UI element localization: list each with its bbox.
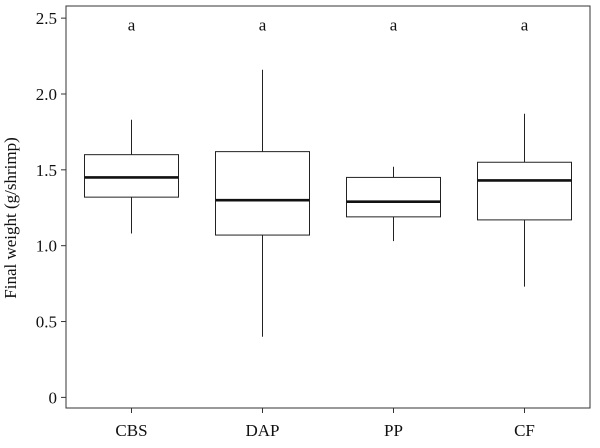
y-axis-title: Final weight (g/shrimp): [1, 137, 20, 298]
plot-frame: [65, 5, 591, 409]
significance-label: a: [390, 15, 398, 34]
x-tick-label: PP: [384, 421, 403, 440]
box-pp: [346, 166, 441, 242]
y-tick-label: 2.5: [36, 9, 57, 28]
y-tick-label: 1.5: [36, 161, 57, 180]
box-cbs: [84, 119, 179, 234]
significance-label: a: [259, 15, 267, 34]
iqr-box: [84, 154, 179, 198]
iqr-box: [477, 161, 572, 221]
y-tick-label: 0.5: [36, 313, 57, 332]
y-axis: 0 0.5 1.0 1.5 2.0 2.5: [36, 9, 66, 407]
significance-label: a: [128, 15, 136, 34]
x-tick-label: CF: [514, 421, 535, 440]
box-series: [84, 69, 572, 337]
significance-label: a: [521, 15, 529, 34]
y-tick-label: 1.0: [36, 237, 57, 256]
x-tick-label: CBS: [115, 421, 147, 440]
iqr-box: [215, 151, 310, 236]
x-axis: CBS DAP PP CF: [115, 408, 535, 440]
y-tick-label: 2.0: [36, 85, 57, 104]
y-tick-label: 0: [49, 388, 58, 407]
plot-border: [65, 5, 591, 409]
iqr-box: [346, 176, 441, 218]
box-dap: [215, 69, 310, 337]
box-cf: [477, 113, 572, 287]
x-tick-label: DAP: [245, 421, 279, 440]
